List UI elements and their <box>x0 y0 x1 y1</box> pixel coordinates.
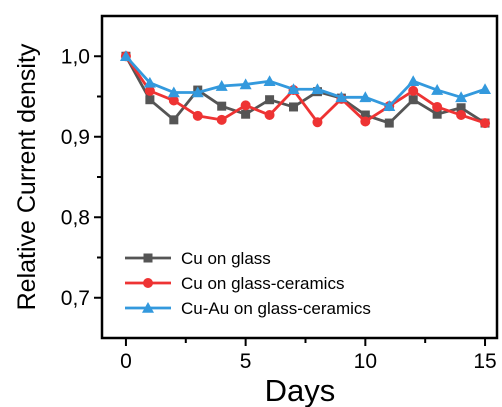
legend-item: Cu on glass <box>125 249 271 268</box>
data-point <box>241 109 251 119</box>
data-point <box>360 116 371 127</box>
y-tick-label: 0,8 <box>61 206 90 229</box>
series-line <box>124 55 486 125</box>
data-point <box>192 110 203 121</box>
legend-marker <box>143 253 153 263</box>
data-point <box>287 83 300 95</box>
y-tick-label: 0,7 <box>61 287 90 310</box>
data-point <box>217 101 227 111</box>
data-point <box>191 86 204 98</box>
data-point <box>239 78 252 90</box>
data-point <box>480 118 491 129</box>
legend-label: Cu on glass <box>181 249 271 268</box>
data-point <box>384 118 394 128</box>
series-layer <box>119 50 492 129</box>
data-point <box>408 95 418 105</box>
data-point <box>167 86 180 98</box>
data-point <box>431 84 444 95</box>
data-point <box>312 117 323 128</box>
legend-label: Cu-Au on glass-ceramics <box>181 299 371 318</box>
series-line <box>124 55 486 125</box>
x-axis-title: Days <box>265 373 336 407</box>
data-point <box>408 85 419 96</box>
data-point <box>456 110 467 121</box>
data-point <box>265 95 275 105</box>
x-tick-label: 5 <box>240 350 252 373</box>
data-point <box>360 110 370 120</box>
series-3 <box>119 50 492 111</box>
y-tick-label: 0,9 <box>61 126 90 149</box>
data-point <box>432 109 442 119</box>
series-line <box>124 55 486 108</box>
data-point <box>407 75 420 87</box>
data-point <box>359 91 372 103</box>
x-tick-label: 10 <box>354 350 377 373</box>
x-tick-label: 15 <box>473 350 496 373</box>
legend-marker <box>142 302 154 313</box>
y-axis-title: Relative Current density <box>13 43 41 310</box>
data-point <box>455 91 468 103</box>
x-tick-label: 0 <box>120 350 132 373</box>
legend: Cu on glass Cu on glass-ceramics Cu-Au on … <box>125 249 371 318</box>
data-point <box>383 100 396 111</box>
data-point <box>168 95 179 106</box>
data-point <box>144 85 155 96</box>
data-point <box>143 76 156 88</box>
legend-item: Cu on glass-ceramics <box>125 274 344 293</box>
y-tick-label: 1,0 <box>61 45 90 68</box>
data-point <box>215 80 228 91</box>
legend-item: Cu-Au on glass-ceramics <box>125 299 371 318</box>
data-point <box>289 102 299 112</box>
data-point <box>264 110 275 121</box>
data-point <box>456 103 466 113</box>
data-point <box>311 83 324 95</box>
legend-marker <box>143 278 153 288</box>
data-point <box>263 75 276 87</box>
legend-label: Cu on glass-ceramics <box>181 274 344 293</box>
data-point <box>169 115 179 125</box>
ticks: 0 5 10 15 0,7 0,8 0,9 1,0 <box>61 45 497 373</box>
data-point <box>479 83 492 95</box>
data-point <box>432 101 443 112</box>
data-point <box>335 91 348 103</box>
data-point <box>216 114 227 125</box>
data-point <box>119 50 132 62</box>
data-point <box>240 100 251 111</box>
data-point <box>145 95 155 105</box>
